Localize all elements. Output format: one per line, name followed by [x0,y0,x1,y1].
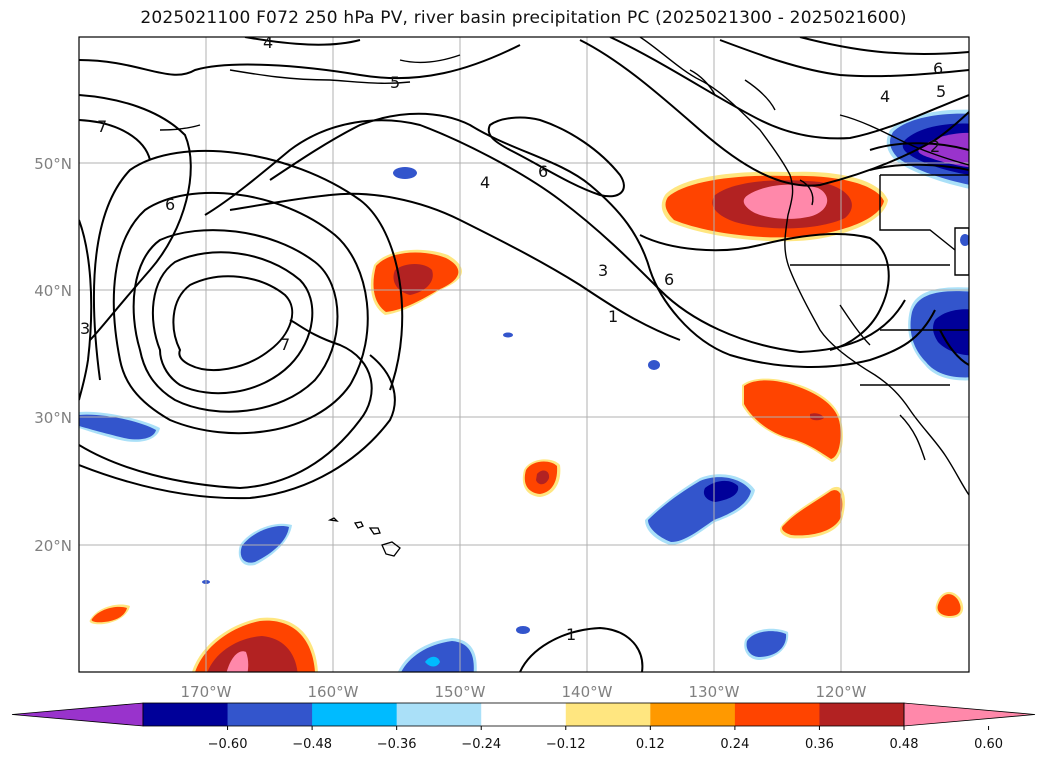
lat-label: 40°N [34,282,72,300]
longitude-labels: 170°W 160°W 150°W 140°W 130°W 120°W [181,683,867,701]
colorbar-tick-label: −0.60 [208,737,248,752]
contour-label: 4 [480,173,490,192]
colorbar-segment [734,703,820,726]
colorbar-segment [312,703,398,726]
contour-label: 3 [80,319,90,338]
contour-label: 6 [933,59,943,78]
graticule [79,37,969,672]
contour-label: 1 [566,625,576,644]
colorbar-tick-label: 0.36 [805,737,834,752]
map-frame [78,36,970,673]
contour-label: 1 [608,307,618,326]
colorbar-segment [565,703,651,726]
colorbar-tick-label: −0.48 [292,737,332,752]
colorbar-tick-label: −0.12 [546,737,586,752]
colorbar-extend-min [11,702,144,727]
contour-label: 4 [263,33,273,52]
lat-label: 30°N [34,409,72,427]
map-title: 2025021100 F072 250 hPa PV, river basin … [140,8,907,28]
colorbar-segment [396,703,482,726]
colorbar: −0.60 −0.48 −0.36 −0.24 −0.12 0.12 0.24 0.36 0.4… [11,702,1036,752]
colorbar-tick-label: 0.60 [974,737,1003,752]
colorbar-segment [819,703,905,726]
colorbar-segment [227,703,313,726]
lon-label: 170°W [181,683,232,701]
contour-label: 4 [880,87,890,106]
map-area [79,37,969,672]
contour-label: 3 [598,261,608,280]
colorbar-tick-label: 0.12 [636,737,665,752]
colorbar-extend-max [903,702,1036,727]
lon-label: 120°W [816,683,867,701]
coastlines [159,37,969,496]
contour-label: 6 [538,162,548,181]
colorbar-segment [650,703,736,726]
colorbar-segment [481,703,567,726]
colorbar-tick-label: −0.36 [377,737,417,752]
contour-label: 7 [97,117,107,136]
lon-label: 150°W [435,683,486,701]
lat-label: 20°N [34,537,72,555]
contour-label: 2 [930,137,940,156]
lon-label: 140°W [562,683,613,701]
lon-label: 160°W [308,683,359,701]
colorbar-segment [143,703,229,726]
colorbar-frame [142,702,905,727]
colorbar-tick-label: 0.48 [890,737,919,752]
contour-label: 5 [936,82,946,101]
colorbar-tick-label: −0.24 [461,737,501,752]
lat-label: 50°N [34,155,72,173]
contour-label: 7 [280,335,290,354]
lon-label: 130°W [689,683,740,701]
latitude-labels: 50°N 40°N 30°N 20°N [34,155,72,555]
contour-labels: 4 5 7 6 4 6 3 1 6 4 5 6 2 3 7 1 [80,33,946,644]
contour-label: 5 [390,73,400,92]
hawaii-islands [327,517,401,557]
pv-contours [79,37,969,672]
colorbar-tick-label: 0.24 [720,737,749,752]
contour-label: 6 [664,270,674,289]
contour-label: 6 [165,195,175,214]
